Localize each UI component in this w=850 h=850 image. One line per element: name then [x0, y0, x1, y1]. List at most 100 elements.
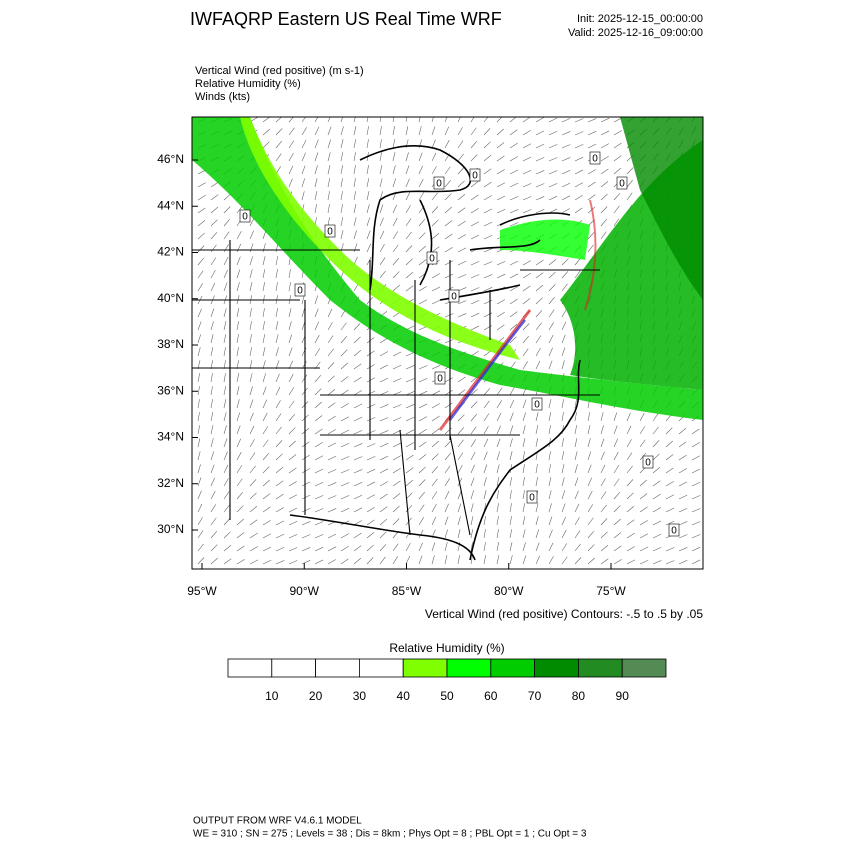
barb	[327, 533, 337, 539]
barb	[522, 117, 531, 123]
barb	[418, 429, 427, 435]
barb	[496, 451, 500, 461]
barb	[613, 518, 621, 526]
barb	[600, 545, 609, 552]
barb	[418, 245, 426, 253]
barb	[574, 543, 581, 552]
barb	[392, 204, 398, 214]
barb	[535, 284, 544, 292]
barb	[561, 543, 568, 552]
barb	[587, 490, 593, 500]
barb	[223, 256, 229, 266]
barb	[314, 401, 322, 409]
barb	[353, 323, 361, 331]
barb	[431, 491, 438, 500]
barb	[626, 167, 634, 175]
barb	[379, 493, 388, 500]
barb	[353, 494, 363, 500]
barb	[236, 491, 244, 500]
barb	[353, 350, 362, 357]
barb	[496, 169, 505, 175]
barb	[249, 532, 258, 539]
contour-label: 0	[534, 400, 540, 411]
barb	[197, 347, 201, 357]
barb	[405, 365, 415, 370]
barb	[210, 451, 215, 461]
barb	[327, 152, 331, 162]
barb	[314, 521, 324, 526]
barb	[652, 520, 662, 526]
contour-label: 0	[472, 171, 478, 182]
barb	[496, 425, 501, 435]
barb	[522, 143, 532, 149]
barb	[379, 364, 389, 370]
barb	[340, 152, 344, 162]
title: IWFAQRP Eastern US Real Time WRF	[190, 9, 502, 29]
barb	[197, 270, 204, 279]
barb	[431, 365, 441, 370]
barb	[639, 559, 649, 565]
barb	[418, 403, 428, 409]
barb	[444, 233, 453, 240]
barb	[379, 337, 388, 344]
barb	[379, 191, 383, 201]
barb	[301, 481, 311, 487]
barb	[652, 426, 659, 435]
barb	[522, 285, 531, 292]
barb	[392, 178, 397, 188]
barb	[470, 208, 479, 214]
barb	[288, 481, 297, 487]
barb	[418, 466, 426, 474]
barb	[665, 427, 673, 435]
valid-time: Valid: 2025-12-16_09:00:00	[568, 27, 703, 39]
barb	[548, 516, 553, 526]
barb	[535, 464, 538, 474]
barb	[431, 299, 441, 305]
barb	[561, 438, 564, 448]
barb	[509, 311, 518, 318]
barb	[587, 517, 594, 526]
barb	[366, 139, 369, 149]
barb	[262, 506, 271, 513]
barb	[249, 412, 254, 422]
barb	[314, 455, 324, 461]
barb	[483, 128, 491, 136]
barb	[574, 169, 584, 175]
barb	[561, 309, 567, 318]
barb	[379, 377, 389, 383]
barb	[613, 218, 620, 227]
barb	[613, 532, 622, 539]
barb	[496, 208, 506, 214]
barb	[665, 520, 675, 526]
barb	[431, 233, 440, 240]
colorbar-box	[271, 658, 316, 678]
barb	[301, 191, 305, 201]
barb	[600, 504, 607, 513]
barb	[587, 530, 595, 539]
barb	[509, 542, 513, 552]
barb	[496, 387, 503, 396]
barb	[392, 556, 398, 565]
barb	[197, 245, 205, 253]
barb	[470, 426, 477, 435]
barb	[314, 321, 320, 331]
barb	[587, 544, 595, 552]
barb	[210, 282, 216, 292]
barb	[431, 466, 439, 474]
barb	[548, 503, 552, 513]
barb	[301, 454, 310, 461]
barb	[353, 545, 362, 552]
barb	[600, 491, 607, 500]
barb	[522, 298, 531, 305]
barb	[587, 131, 597, 136]
barb	[392, 378, 402, 383]
barb	[522, 503, 525, 513]
barb	[275, 467, 284, 474]
barb	[548, 117, 558, 123]
barb	[353, 456, 363, 461]
barb	[496, 128, 504, 136]
barb	[314, 295, 319, 305]
barb	[626, 506, 635, 513]
barb	[444, 273, 454, 279]
colorbar-label: 20	[309, 689, 323, 703]
